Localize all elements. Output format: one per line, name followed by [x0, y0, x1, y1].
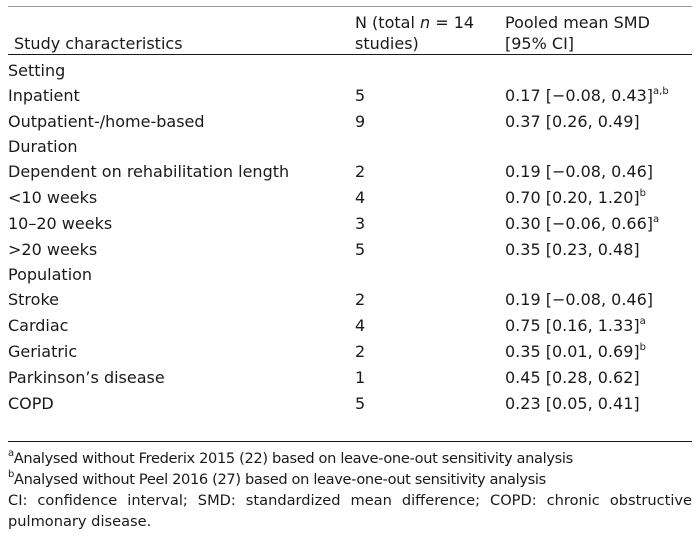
row-smd-cell: 0.70 [0.20, 1.20]b [505, 185, 692, 211]
group-label: Duration [8, 137, 78, 156]
table-row: 10–20 weeks 3 0.30 [−0.06, 0.66]a [8, 211, 692, 237]
row-smd: 0.70 [0.20, 1.20] [505, 188, 640, 207]
row-smd-cell: 0.19 [−0.08, 0.46] [505, 287, 692, 313]
row-smd-cell: 0.37 [0.26, 0.49] [505, 109, 692, 135]
footnotes: aAnalysed without Frederix 2015 (22) bas… [8, 448, 692, 532]
row-label: <10 weeks [8, 188, 98, 207]
row-n: 3 [355, 214, 366, 233]
group-row: Population [8, 263, 692, 287]
table-row: Dependent on rehabilitation length 2 0.19 … [8, 159, 692, 185]
footer-rule [8, 441, 692, 442]
row-smd: 0.35 [0.23, 0.48] [505, 240, 640, 259]
group-row: Duration [8, 135, 692, 159]
row-smd: 0.75 [0.16, 1.33] [505, 316, 640, 335]
row-footnote-mark: b [639, 342, 646, 353]
row-label: Outpatient-/home-based [8, 112, 205, 131]
row-smd-cell: 0.23 [0.05, 0.41] [505, 391, 692, 417]
row-n: 2 [355, 342, 366, 361]
table-row: Stroke 2 0.19 [−0.08, 0.46] [8, 287, 692, 313]
row-label: >20 weeks [8, 240, 98, 259]
table-body: Setting Inpatient 5 0.17 [−0.08, 0.43]a,b Ou… [8, 59, 692, 417]
row-smd: 0.23 [0.05, 0.41] [505, 394, 640, 413]
header-rule [8, 54, 692, 59]
row-smd-cell: 0.30 [−0.06, 0.66]a [505, 211, 692, 237]
row-footnote-mark: a [639, 316, 646, 327]
row-label: Inpatient [8, 86, 80, 105]
header-n-total: N (total n = 14 studies) [355, 13, 475, 53]
row-smd-cell: 0.17 [−0.08, 0.43]a,b [505, 83, 692, 109]
row-smd-cell: 0.45 [0.28, 0.62] [505, 365, 692, 391]
row-n: 5 [355, 86, 366, 105]
row-smd-cell: 0.35 [0.01, 0.69]b [505, 339, 692, 365]
header-pooled-smd: Pooled mean SMD [95% CI] [505, 13, 650, 53]
row-n: 5 [355, 394, 366, 413]
footnote-b: bAnalysed without Peel 2016 (27) based o… [8, 469, 546, 489]
table-row: Cardiac 4 0.75 [0.16, 1.33]a [8, 313, 692, 339]
row-smd: 0.45 [0.28, 0.62] [505, 368, 640, 387]
row-smd: 0.30 [−0.06, 0.66] [505, 214, 654, 233]
header-study-characteristics: Study characteristics [14, 34, 183, 53]
row-n: 5 [355, 240, 366, 259]
row-n: 4 [355, 188, 366, 207]
row-footnote-mark: b [639, 188, 646, 199]
row-footnote-mark: a [653, 214, 660, 225]
footnote-abbreviations: CI: confidence interval; SMD: standardiz… [8, 492, 692, 530]
row-n: 2 [355, 290, 366, 309]
table-row: Outpatient-/home-based 9 0.37 [0.26, 0.49] [8, 109, 692, 135]
top-border-rule [8, 0, 692, 7]
row-smd-cell: 0.19 [−0.08, 0.46] [505, 159, 692, 185]
table-row: <10 weeks 4 0.70 [0.20, 1.20]b [8, 185, 692, 211]
group-row: Setting [8, 59, 692, 83]
table-row: Inpatient 5 0.17 [−0.08, 0.43]a,b [8, 83, 692, 109]
row-n: 2 [355, 162, 366, 181]
row-label: 10–20 weeks [8, 214, 113, 233]
row-label: Cardiac [8, 316, 69, 335]
row-label: Parkinson’s disease [8, 368, 165, 387]
row-label: Stroke [8, 290, 59, 309]
study-characteristics-table: Study characteristics N (total n = 14 st… [8, 12, 692, 417]
row-smd: 0.19 [−0.08, 0.46] [505, 290, 654, 309]
row-smd: 0.19 [−0.08, 0.46] [505, 162, 654, 181]
row-smd: 0.37 [0.26, 0.49] [505, 112, 640, 131]
table-header-row: Study characteristics N (total n = 14 st… [8, 12, 692, 55]
table-row: >20 weeks 5 0.35 [0.23, 0.48] [8, 237, 692, 263]
row-smd-cell: 0.75 [0.16, 1.33]a [505, 313, 692, 339]
row-footnote-mark: a,b [653, 86, 669, 97]
group-label: Population [8, 265, 93, 284]
row-n: 9 [355, 112, 366, 131]
row-label: Dependent on rehabilitation length [8, 162, 290, 181]
row-n: 1 [355, 368, 366, 387]
row-smd: 0.17 [−0.08, 0.43] [505, 86, 654, 105]
row-label: COPD [8, 394, 54, 413]
row-smd: 0.35 [0.01, 0.69] [505, 342, 640, 361]
row-n: 4 [355, 316, 366, 335]
table-row: COPD 5 0.23 [0.05, 0.41] [8, 391, 692, 417]
row-label: Geriatric [8, 342, 78, 361]
table-row: Geriatric 2 0.35 [0.01, 0.69]b [8, 339, 692, 365]
row-smd-cell: 0.35 [0.23, 0.48] [505, 237, 692, 263]
footnote-a: aAnalysed without Frederix 2015 (22) bas… [8, 448, 573, 468]
group-label: Setting [8, 61, 66, 80]
table-row: Parkinson’s disease 1 0.45 [0.28, 0.62] [8, 365, 692, 391]
